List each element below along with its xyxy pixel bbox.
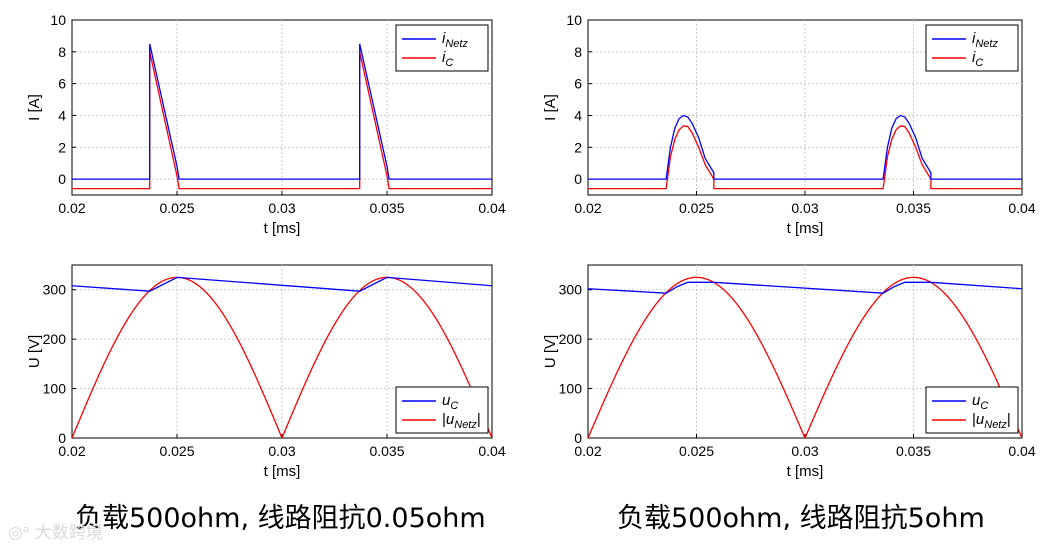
y-tick-label: 8 xyxy=(58,44,66,60)
x-tick-label: 0.02 xyxy=(58,443,85,459)
chart-voltage-5ohm: 0.02 0.025 0.03 0.035 0.04 0 100 200 300 t [ms] U … xyxy=(542,264,1036,480)
legend: uC|uNetz| xyxy=(925,386,1019,434)
legend-label: iNetz xyxy=(442,30,468,50)
x-tick-label: 0.02 xyxy=(58,200,85,216)
y-tick-label: 4 xyxy=(574,107,582,123)
caption-right: 负载500ohm, 线路阻抗5ohm xyxy=(617,503,985,534)
series-line-i_netz xyxy=(588,114,1022,180)
watermark-text: 大数跨境 xyxy=(34,523,103,543)
legend-label: iNetz xyxy=(972,30,998,50)
caption-left: 负载500ohm, 线路阻抗0.05ohm xyxy=(75,503,486,534)
x-tick-label: 0.035 xyxy=(896,443,931,459)
watermark: ◎ᵃ 大数跨境 xyxy=(8,518,103,543)
x-tick-label: 0.03 xyxy=(268,443,295,459)
legend-box xyxy=(925,386,1019,434)
x-tick-label: 0.025 xyxy=(679,443,714,459)
legend-label: uC xyxy=(442,392,458,412)
y-tick-label: 200 xyxy=(43,331,67,347)
y-tick-label: 0 xyxy=(58,430,66,446)
legend-label: |uNetz| xyxy=(972,411,1011,431)
series-line-u_c xyxy=(588,281,1022,294)
x-tick-label: 0.04 xyxy=(478,200,505,216)
x-tick-label: 0.03 xyxy=(791,200,818,216)
y-tick-label: 2 xyxy=(58,139,66,155)
series-line-u_netz xyxy=(72,276,492,438)
x-tick-label: 0.04 xyxy=(478,443,505,459)
x-tick-label: 0.035 xyxy=(369,443,404,459)
legend-box xyxy=(925,24,1019,72)
series-line-i_c xyxy=(588,125,1022,190)
x-tick-label: 0.03 xyxy=(791,443,818,459)
y-tick-label: 10 xyxy=(50,12,66,28)
y-tick-label: 10 xyxy=(566,12,582,28)
x-tick-label: 0.04 xyxy=(1008,443,1035,459)
y-tick-label: 300 xyxy=(43,282,67,298)
y-tick-label: 6 xyxy=(58,76,66,92)
x-axis-label: t [ms] xyxy=(264,220,301,237)
chart-current-5ohm: 0.02 0.025 0.03 0.035 0.04 0 2 4 6 8 10 t [ms] I [A]… xyxy=(542,12,1036,237)
y-tick-label: 200 xyxy=(559,331,583,347)
y-tick-label: 2 xyxy=(574,139,582,155)
y-tick-label: 8 xyxy=(574,44,582,60)
y-tick-label: 300 xyxy=(559,282,583,298)
x-tick-label: 0.025 xyxy=(679,200,714,216)
y-axis-label: I [A] xyxy=(542,94,559,121)
x-tick-label: 0.02 xyxy=(574,200,601,216)
legend: uC|uNetz| xyxy=(395,386,489,434)
y-tick-label: 4 xyxy=(58,107,66,123)
x-axis-label: t [ms] xyxy=(787,220,824,237)
x-tick-label: 0.025 xyxy=(159,443,194,459)
legend-label: iC xyxy=(442,49,453,69)
y-axis-label: U [V] xyxy=(542,335,559,368)
series-line-u_netz xyxy=(588,276,1022,438)
series-line-u_c xyxy=(72,276,492,292)
y-tick-label: 0 xyxy=(574,171,582,187)
y-axis-label: I [A] xyxy=(26,94,43,121)
chart-current-0.05ohm: 0.02 0.025 0.03 0.035 0.04 0 2 4 6 8 10 t [ms] I [A]… xyxy=(26,12,506,237)
x-tick-label: 0.035 xyxy=(896,200,931,216)
chart-voltage-0.05ohm: 0.02 0.025 0.03 0.035 0.04 0 100 200 300 t [ms] U … xyxy=(26,264,506,480)
x-tick-label: 0.035 xyxy=(369,200,404,216)
legend-box xyxy=(395,24,489,72)
y-tick-label: 0 xyxy=(574,430,582,446)
x-tick-label: 0.02 xyxy=(574,443,601,459)
x-tick-label: 0.03 xyxy=(268,200,295,216)
legend-label: |uNetz| xyxy=(442,411,481,431)
x-axis-label: t [ms] xyxy=(787,463,824,480)
legend-label: uC xyxy=(972,392,988,412)
y-tick-label: 0 xyxy=(58,171,66,187)
y-axis-label: U [V] xyxy=(26,335,43,368)
x-axis-label: t [ms] xyxy=(264,463,301,480)
watermark-logo-icon: ◎ᵃ xyxy=(8,523,35,543)
y-tick-label: 100 xyxy=(43,381,67,397)
y-tick-label: 6 xyxy=(574,76,582,92)
y-tick-label: 100 xyxy=(559,381,583,397)
legend-box xyxy=(395,386,489,434)
x-tick-label: 0.04 xyxy=(1008,200,1035,216)
x-tick-label: 0.025 xyxy=(159,200,194,216)
legend-label: iC xyxy=(972,49,983,69)
series-line-i_netz xyxy=(72,43,492,180)
